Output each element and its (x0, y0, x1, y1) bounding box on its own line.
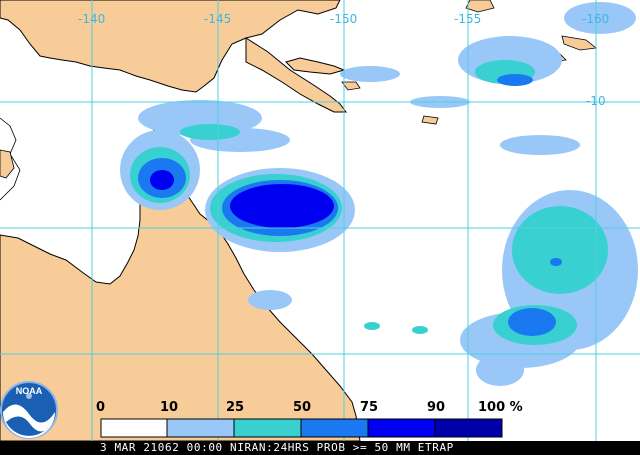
legend-bin-75-90 (367, 418, 436, 438)
prob-75-90 (150, 170, 334, 228)
legend-bar (100, 418, 503, 438)
footer-caption: 3 MAR 21062 00:00 NIRAN:24HRS PROB >= 50… (100, 441, 454, 454)
noaa-logo-text: NOAA (16, 386, 43, 396)
land-west-block (0, 149, 15, 179)
land-gulf-edge (0, 117, 21, 201)
lon-label-150: -150 (330, 12, 358, 26)
lon-label-140: -140 (78, 12, 106, 26)
legend-bin-0-10 (100, 418, 168, 438)
legend-bin-90-100 (434, 418, 503, 438)
legend-bin-50-75 (300, 418, 369, 438)
lon-label-155: -155 (454, 12, 482, 26)
lon-label-145: -145 (204, 12, 232, 26)
noaa-logo: NOAA (0, 381, 58, 439)
land-islet-2 (421, 115, 439, 125)
grid (0, 0, 640, 441)
legend-bin-10-25 (166, 418, 235, 438)
legend-tick-10: 10 (160, 400, 179, 415)
legend-bin-25-50 (233, 418, 302, 438)
lon-label-160: -160 (582, 12, 610, 26)
legend-tick-50: 50 (293, 400, 312, 415)
land-new-guinea (0, 0, 341, 93)
legend-tick-0: 0 (96, 400, 106, 415)
legend-tick-25: 25 (226, 400, 245, 415)
land-solomon-3 (561, 35, 597, 51)
land-png-tail (245, 37, 347, 113)
legend-tick-100: 100 % (478, 400, 523, 415)
land-solomon-4 (465, 0, 495, 13)
legend-tick-75: 75 (360, 400, 379, 415)
lat-label-10: -10 (586, 94, 606, 108)
land-islet-1 (341, 81, 361, 91)
footer-bar: 3 MAR 21062 00:00 NIRAN:24HRS PROB >= 50… (0, 441, 640, 455)
legend-tick-90: 90 (427, 400, 446, 415)
